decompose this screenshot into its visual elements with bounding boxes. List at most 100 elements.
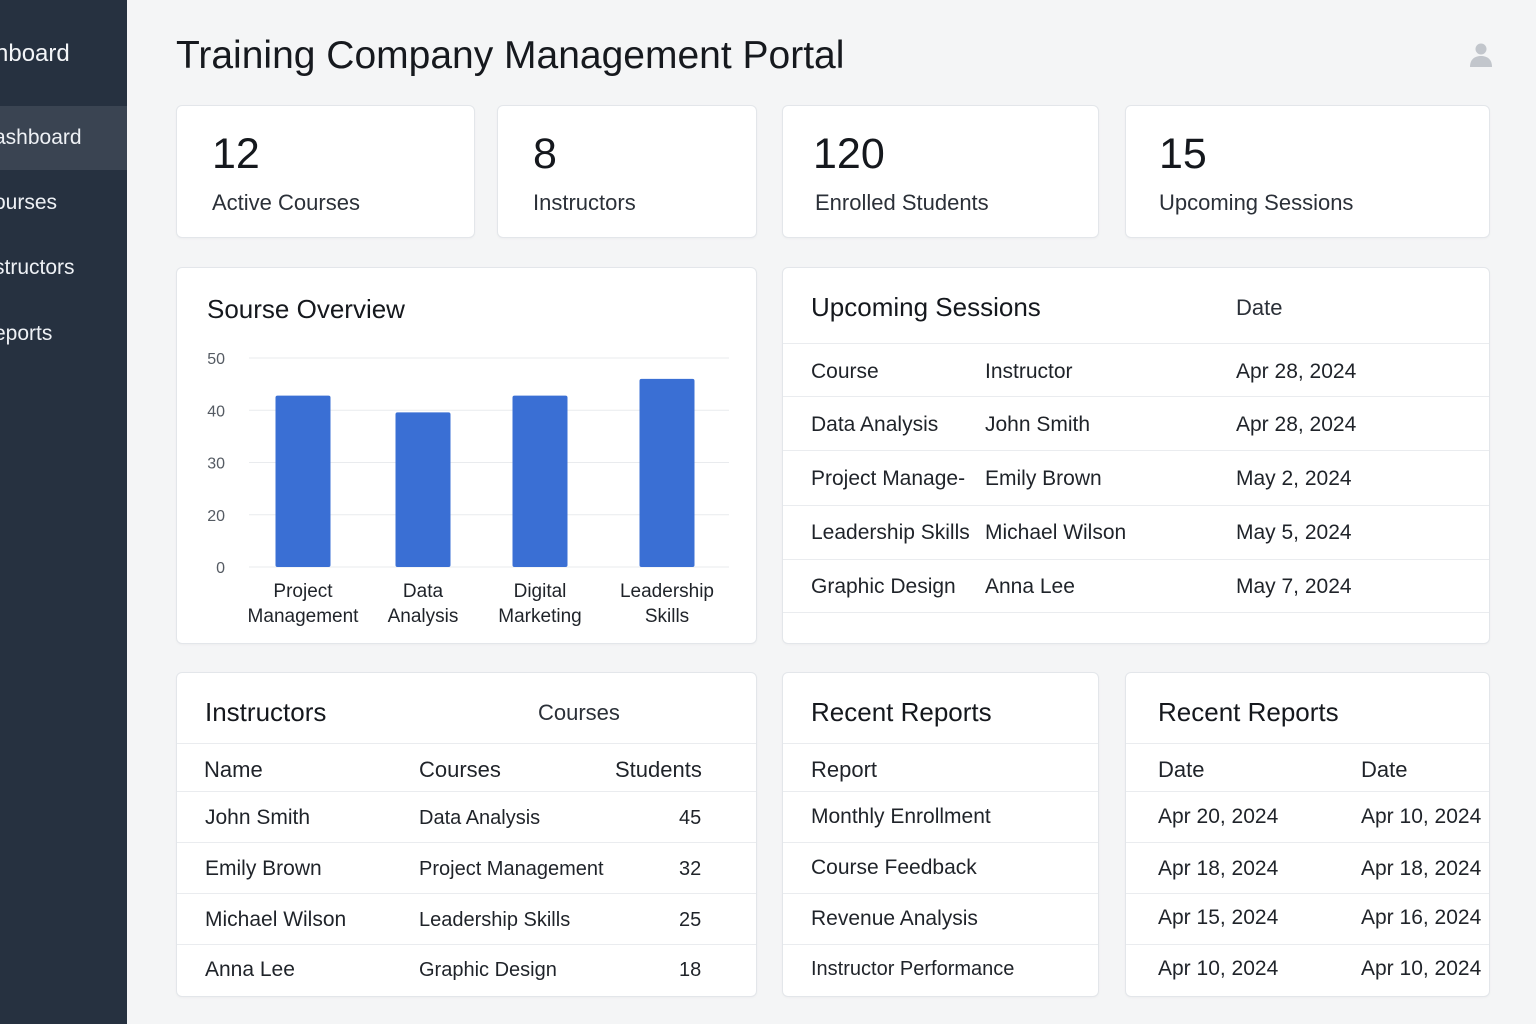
sidebar-item-reports[interactable]: eports [0,302,127,366]
row-divider [783,944,1098,945]
stat-card-upcoming-sessions: 15 Upcoming Sessions [1125,105,1490,238]
row-divider [177,791,756,792]
session-instructor: John Smith [985,413,1091,436]
card-title: Upcoming Sessions [811,292,1041,322]
chart-ytick-label: 50 [207,351,225,368]
chart-xtick-label: Skills [645,606,689,627]
column-header-date: Date [1158,757,1205,782]
column-header-instructor: Instructor [985,360,1073,383]
chart-ytick-label: 20 [207,508,225,525]
instructor-course: Leadership Skills [419,909,571,931]
chart-xtick-label: Leadership [620,581,714,602]
row-divider [783,842,1098,843]
report-date: Apr 18, 2024 [1361,857,1482,880]
column-header-courses: Courses [419,757,501,782]
stat-value: 8 [533,130,557,178]
report-link[interactable]: Revenue Analysis [811,907,978,930]
row-divider [783,343,1489,344]
sidebar-item-instructors[interactable]: structors [0,236,127,300]
row-divider [177,743,756,744]
stat-card-instructors: 8 Instructors [497,105,757,238]
chart-xtick-label: Digital [514,581,567,602]
report-date: Apr 10, 2024 [1361,957,1482,980]
report-date: Apr 18, 2024 [1158,857,1279,880]
card-title: Recent Reports [811,697,992,727]
instructors-card: Instructors Courses Name Courses Student… [176,672,757,997]
column-header-course: Course [811,360,879,383]
row-divider [1126,791,1489,792]
instructor-students: 45 [679,807,702,829]
column-header-students: Students [615,757,702,782]
stat-label: Enrolled Students [815,190,989,215]
row-divider [783,505,1489,506]
chart-xtick-label: Analysis [388,606,459,627]
user-icon[interactable] [1469,42,1493,68]
session-date: May 7, 2024 [1236,575,1352,598]
stat-label: Active Courses [212,190,360,215]
chart-ytick-label: 40 [207,403,225,420]
instructor-course: Graphic Design [419,959,557,981]
recent-reports-card: Recent Reports Report Monthly Enrollment… [782,672,1099,997]
stat-card-active-courses: 12 Active Courses [176,105,475,238]
row-divider [177,842,756,843]
stat-label: Upcoming Sessions [1159,190,1354,215]
row-divider [783,893,1098,894]
session-instructor: Anna Lee [985,575,1075,598]
row-divider [1126,743,1489,744]
chart-bar[interactable] [639,378,695,567]
course-overview-chart: 0 20 30 40 50 Project Management Data Analysis D… [207,351,729,627]
header-date-label: Date [1236,295,1283,320]
column-header-date: Apr 28, 2024 [1236,360,1357,383]
session-instructor: Michael Wilson [985,521,1127,544]
chart-bar[interactable] [275,395,331,567]
instructor-students: 18 [679,959,702,981]
session-date: Apr 28, 2024 [1236,413,1357,436]
column-header-name: Name [204,757,263,782]
row-divider [783,791,1098,792]
recent-reports-dates-card: Recent Reports Date Date Apr 20, 2024 Ap… [1125,672,1490,997]
row-divider [1126,893,1489,894]
instructor-name: Emily Brown [205,857,322,880]
sidebar: nboard ashboard ourses structors eports [0,0,127,1024]
instructor-course: Data Analysis [419,807,541,829]
report-link[interactable]: Instructor Performance [811,958,1015,980]
chart-xtick-label: Management [248,606,360,627]
stat-value: 120 [813,130,885,178]
card-title: Instructors [205,697,327,727]
row-divider [1126,842,1489,843]
instructor-name: Michael Wilson [205,908,347,931]
session-course: Project Manage- [811,467,966,490]
session-instructor: Emily Brown [985,467,1102,490]
column-header-date: Date [1361,757,1408,782]
instructor-course: Project Management [419,858,604,880]
report-link[interactable]: Monthly Enrollment [811,805,991,828]
chart-bar[interactable] [395,412,451,567]
report-link[interactable]: Course Feedback [811,856,977,879]
sidebar-item-label: structors [0,256,75,279]
row-divider [177,944,756,945]
chart-xtick-label: Marketing [498,606,581,627]
sidebar-item-label: ourses [0,191,58,214]
instructor-name: John Smith [205,806,311,829]
sidebar-item-courses[interactable]: ourses [0,171,127,235]
report-date: Apr 15, 2024 [1158,906,1279,929]
sidebar-item-dashboard[interactable]: ashboard [0,106,127,170]
instructor-students: 25 [679,909,702,931]
session-course: Data Analysis [811,413,939,436]
session-date: May 2, 2024 [1236,467,1352,490]
sidebar-item-label: ashboard [0,126,82,149]
session-date: May 5, 2024 [1236,521,1352,544]
stat-value: 12 [212,130,260,178]
chart-bar[interactable] [512,395,568,567]
session-course: Graphic Design [811,575,956,598]
row-divider [783,396,1489,397]
chart-xtick-label: Data [403,581,444,602]
card-title: Recent Reports [1158,697,1339,727]
row-divider [783,559,1489,560]
chart-xtick-label: Project [273,581,333,602]
stat-value: 15 [1159,130,1207,178]
row-divider [1126,944,1489,945]
stat-label: Instructors [533,190,636,215]
course-overview-card: Sourse Overview 0 20 30 40 50 Project Managem… [176,267,757,644]
chart-ytick-label: 0 [216,560,225,577]
